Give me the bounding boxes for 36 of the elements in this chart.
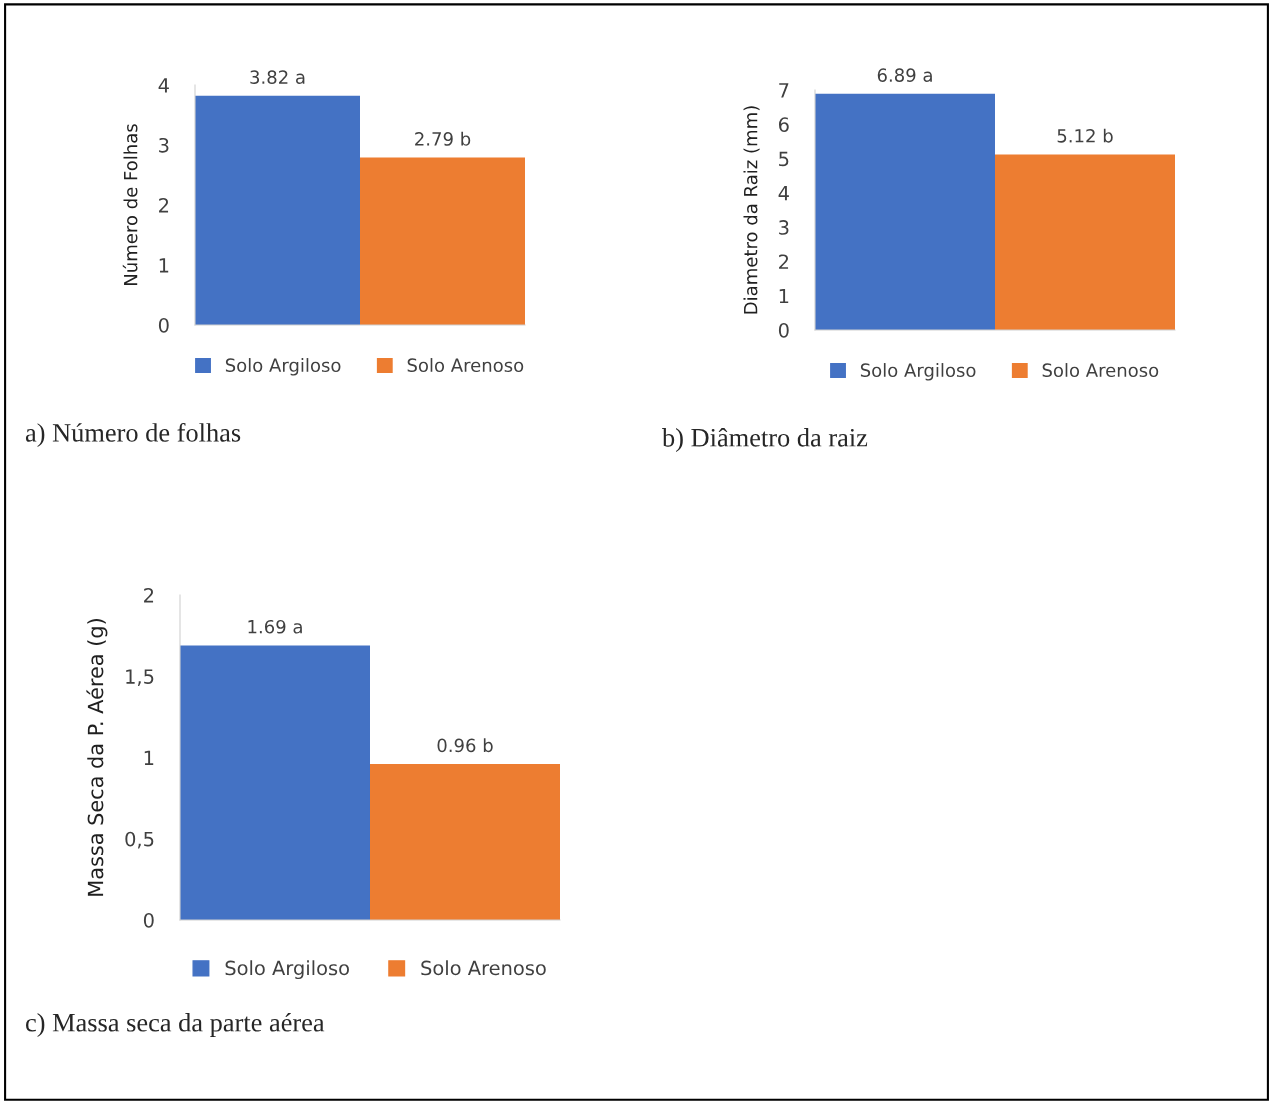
legend-label: Solo Argiloso [225,358,341,376]
y-tick-label: 0,5 [125,831,154,849]
y-axis-title: Massa Seca da P. Aérea (g) [86,619,108,896]
legend-label: Solo Arenoso [1042,363,1159,378]
y-tick-label: 4 [158,78,169,93]
y-tick-label: 5 [779,151,789,167]
y-tick-label: 0 [778,322,789,338]
y-tick-label: 2 [159,197,169,213]
y-tick-label: 1,5 [126,669,154,686]
y-tick-label: 0 [143,912,154,928]
y-tick-label: 1 [144,750,154,765]
legend-label: Solo Argiloso [860,363,976,381]
y-tick-label: 3 [159,137,169,153]
text: c) Massa seca da parte aérea [26,1013,325,1037]
y-tick-label: 2 [144,587,154,603]
y-tick-label: 7 [779,83,789,98]
y-tick-label: 1 [159,258,169,273]
legend-label: Solo Arenoso [407,358,524,373]
text: a) Número de folhas [25,422,241,448]
y-tick-label: 2 [779,254,789,269]
data-label: 1.69 a [248,619,302,634]
data-label: 6.89 a [877,68,932,82]
data-label: 2.79 b [415,131,471,146]
y-tick-label: 1 [779,288,789,304]
y-tick-label: 6 [778,117,789,132]
data-label: 3.82 a [250,70,305,84]
data-label: 5.12 b [1057,128,1113,143]
legend-label: Solo Argiloso [225,960,349,980]
data-label: 0.96 b [437,738,493,753]
y-tick-label: 0 [158,317,169,333]
y-axis-title: Número de Folhas [122,124,138,285]
y-tick-label: 4 [778,186,789,201]
legend-label: Solo Arenoso [421,960,546,976]
text: b) Diâmetro da raiz [662,428,868,452]
y-axis-title: Diametro da Raiz (mm) [743,106,760,314]
y-tick-label: 3 [779,220,789,235]
